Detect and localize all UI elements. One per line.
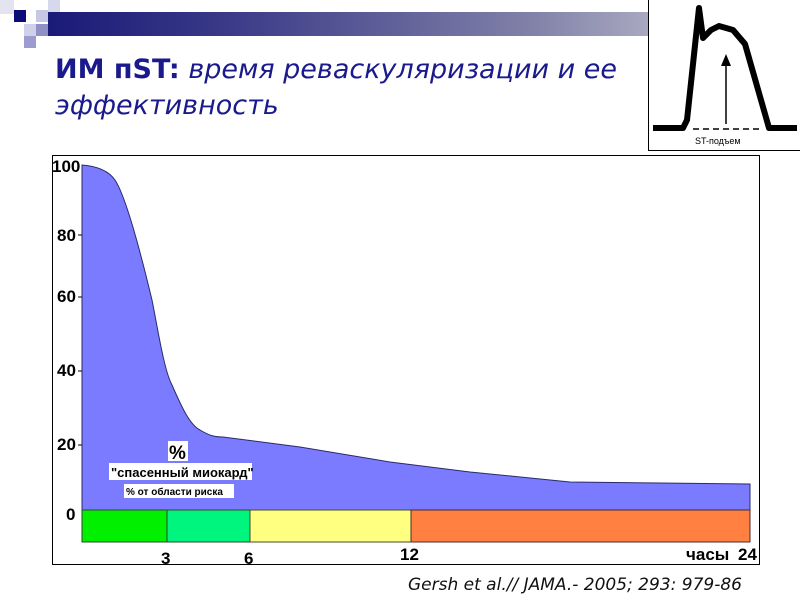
y-tick-40: 40 xyxy=(57,361,76,380)
y-tick-80: 80 xyxy=(57,226,76,245)
x-tick-6: 6 xyxy=(244,549,253,568)
ecg-st-elevation-icon: ST-подъем xyxy=(653,5,797,146)
x-tick-24: 24 xyxy=(738,545,757,564)
band-6-12h xyxy=(249,509,412,543)
band-3-6h xyxy=(166,509,251,543)
x-unit-label: часы xyxy=(686,545,729,564)
y-tick-60: 60 xyxy=(57,287,76,306)
y-tick-0: 0 xyxy=(66,505,75,524)
band-0-3h xyxy=(81,509,168,543)
x-axis: 3 6 12 часы 24 xyxy=(161,545,757,568)
slide-title: ИМ пST: время реваскуляризации и ее эффе… xyxy=(55,52,645,124)
y-axis: 100 80 60 40 20 0 xyxy=(52,157,80,524)
band-12-24h xyxy=(410,509,751,543)
citation: Gersh et al.// JAMA.- 2005; 293: 979-86 xyxy=(408,575,742,595)
title-bold: ИМ пST: xyxy=(55,54,180,85)
annotation-percent: % xyxy=(169,443,186,464)
chart-frame xyxy=(52,155,760,565)
title-bar-gradient xyxy=(48,12,648,36)
title-italic-line2: эффективность xyxy=(55,90,279,121)
y-tick-20: 20 xyxy=(57,435,76,454)
annotation-salvaged-myocardium: "спасенный миокард" xyxy=(111,465,254,480)
ecg-inset: ST-подъем xyxy=(648,0,800,151)
y-tick-100: 100 xyxy=(52,157,80,176)
x-tick-3: 3 xyxy=(161,549,170,568)
ecg-label: ST-подъем xyxy=(695,136,741,146)
x-tick-12: 12 xyxy=(400,545,419,564)
title-italic-line1: время реваскуляризации и ее xyxy=(188,54,618,85)
annotation-percent-of-risk-area: % от области риска xyxy=(126,486,223,498)
